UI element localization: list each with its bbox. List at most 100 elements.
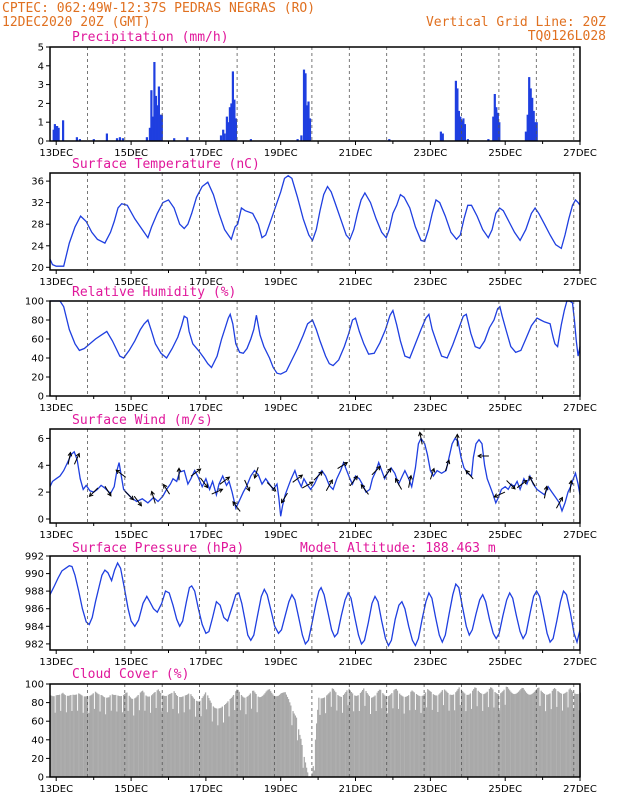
cloud-bar <box>375 711 377 777</box>
cloud-bar <box>463 692 465 777</box>
plot-frame <box>49 555 581 651</box>
cloud-bar <box>442 705 445 777</box>
cloud-bar <box>575 693 577 777</box>
y-tick-label: 0 <box>38 137 44 148</box>
cloud-bar <box>397 708 400 777</box>
cloud-bar <box>220 707 222 777</box>
precip-bar <box>57 127 60 141</box>
precip-bar <box>528 77 531 141</box>
cloud-bar <box>112 694 115 777</box>
cloud-bar <box>484 693 486 777</box>
cloud-bar <box>119 696 121 777</box>
y-tick-label: 60 <box>31 335 44 346</box>
wind-arrow <box>313 471 324 481</box>
x-tick-label: 17DEC <box>189 277 223 288</box>
cloud-bar <box>173 691 175 777</box>
cloud-bar <box>61 693 63 777</box>
cloud-bar <box>525 692 528 777</box>
cloud-bar <box>262 695 264 777</box>
cloud-bar <box>561 710 564 777</box>
cloud-bar <box>482 710 484 777</box>
wind-arrow-shaft <box>301 481 314 489</box>
x-tick-label: 13DEC <box>39 148 73 159</box>
precip-bar <box>456 88 459 141</box>
cloud-bar <box>107 697 109 777</box>
cloud-bar <box>283 692 285 777</box>
cloud-bar <box>437 712 439 777</box>
wind-arrow-head <box>328 479 333 484</box>
cloud-bar <box>280 693 282 777</box>
wind-arrow-shaft <box>199 477 209 488</box>
cloud-bar <box>99 711 101 777</box>
cloud-bar <box>577 693 579 777</box>
cloud-bar <box>382 693 384 777</box>
cloud-bar <box>546 694 548 777</box>
y-tick-label: 20 <box>31 754 44 765</box>
cloud-bar <box>533 691 535 777</box>
cloud-bar <box>55 695 57 777</box>
cloud-bar <box>513 694 515 777</box>
cloud-bar <box>332 688 335 777</box>
cloud-bar <box>472 690 474 777</box>
cloud-bar <box>212 706 214 777</box>
cloud-bar <box>177 713 180 777</box>
cloud-bar <box>571 691 574 777</box>
cloud-bar <box>121 712 124 777</box>
precip-bar <box>115 138 119 141</box>
wind-arrow-shaft <box>349 475 358 487</box>
cloud-bar <box>216 708 218 777</box>
wind-arrow-shaft <box>244 479 250 492</box>
cloud-bar <box>131 698 134 777</box>
cloud-bar <box>461 691 464 777</box>
y-tick-label: 0 <box>38 773 44 784</box>
cloud-bar <box>232 695 235 777</box>
cloud-bar <box>60 710 62 777</box>
precip-bar <box>219 135 223 141</box>
cloud-bar <box>149 712 152 777</box>
cloud-bar <box>429 691 431 777</box>
cloud-bar <box>414 709 417 777</box>
cloud-bar <box>469 693 472 777</box>
wind-arrow-head <box>408 474 413 480</box>
wind-arrow-shaft <box>325 479 333 492</box>
cloud-bar <box>565 692 567 777</box>
cloud-bar <box>138 710 140 777</box>
x-tick-label: 15DEC <box>114 530 148 541</box>
cloud-bar <box>167 694 170 777</box>
x-tick-label: 21DEC <box>339 530 373 541</box>
cloud-bar <box>268 689 271 777</box>
wind-arrow-shaft <box>408 475 412 488</box>
cloud-bar <box>235 691 237 777</box>
cloud-bar <box>485 692 487 777</box>
cloud-bar <box>59 694 61 777</box>
wind-arrow <box>280 492 288 504</box>
precip-bar <box>305 105 309 141</box>
cloud-bar <box>502 691 504 777</box>
cloud-bar <box>264 693 266 777</box>
wind-arrow-shaft <box>73 453 80 465</box>
cloud-bar <box>125 692 127 777</box>
cloud-bar <box>304 762 307 777</box>
wind-arrow-head <box>253 474 258 479</box>
y-tick-label: 982 <box>25 639 44 650</box>
y-tick-label: 0 <box>38 392 44 403</box>
wind-arrow-head <box>445 459 451 465</box>
precip-bar <box>459 116 462 141</box>
cloud-bar <box>117 695 119 777</box>
cloud-bar <box>52 696 54 777</box>
cloud-bar <box>302 767 304 777</box>
cloud-bar <box>493 707 495 777</box>
cloud-bar <box>282 692 284 777</box>
cloud-bar <box>155 708 157 777</box>
panel-title: Surface Temperature (nC) <box>72 157 260 172</box>
cloud-bar <box>532 693 534 777</box>
cloud-bar <box>148 696 151 777</box>
cloud-bar <box>321 698 323 777</box>
cloud-bar <box>221 706 223 777</box>
wind-arrow-shaft <box>133 495 142 507</box>
wind-arrow <box>408 474 413 488</box>
x-tick-label: 13DEC <box>39 784 73 795</box>
x-tick-label: 17DEC <box>189 148 223 159</box>
panel-title: Cloud Cover (%) <box>72 667 189 682</box>
cloud-bar <box>179 697 181 777</box>
